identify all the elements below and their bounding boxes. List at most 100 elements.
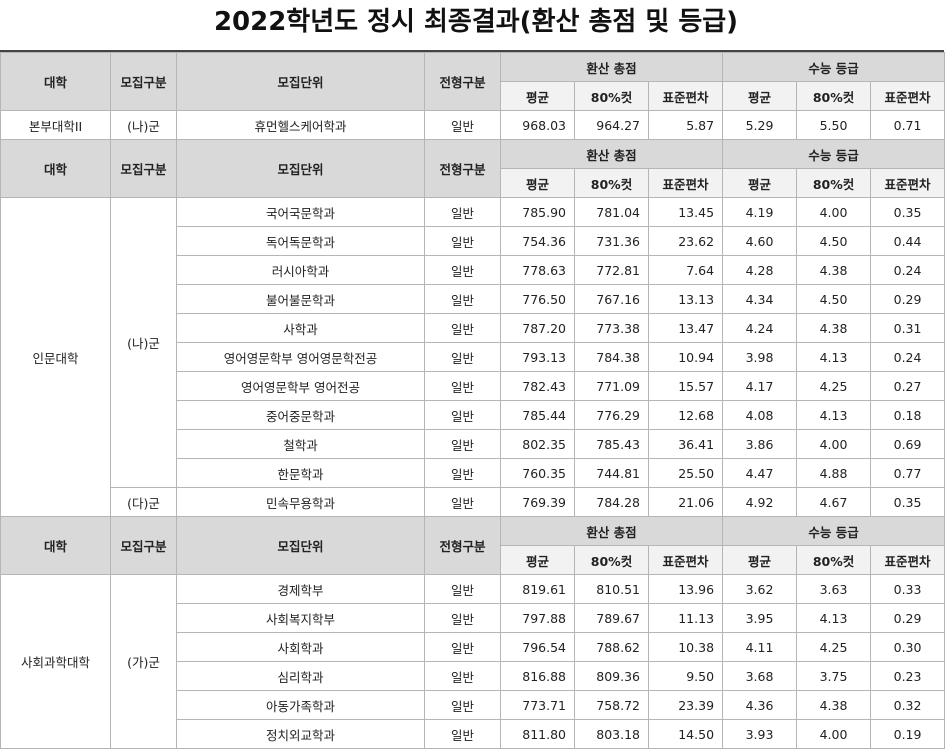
unit-cell: 아동가족학과 xyxy=(176,690,425,720)
score-cut-cell: 776.29 xyxy=(574,400,649,430)
header-row: 대학 모집구분 모집단위 전형구분 환산 총점 수능 등급 xyxy=(0,52,946,111)
score-avg-cell: 760.35 xyxy=(500,458,575,488)
score-cut-cell: 781.04 xyxy=(574,197,649,227)
type-cell: 일반 xyxy=(424,226,501,256)
score-std-cell: 13.96 xyxy=(647,574,724,604)
grade-avg-cell: 4.11 xyxy=(722,632,798,662)
header-score-cut80: 80%컷 xyxy=(574,81,649,111)
grade-cut-cell: 4.13 xyxy=(796,603,872,633)
header-grade-std: 표준편차 xyxy=(870,168,946,198)
score-avg-cell: 811.80 xyxy=(500,719,575,749)
header-score-cut80: 80%컷 xyxy=(574,545,649,575)
header-grade-cut80: 80%컷 xyxy=(796,81,872,111)
grade-std-cell: 0.30 xyxy=(870,632,946,662)
score-std-cell: 10.94 xyxy=(647,342,724,372)
type-cell: 일반 xyxy=(424,371,501,401)
score-std-cell: 12.68 xyxy=(647,400,724,430)
header-grade-avg: 평균 xyxy=(722,81,798,111)
score-cut-cell: 810.51 xyxy=(574,574,649,604)
header-score-total: 환산 총점 xyxy=(499,139,724,169)
score-std-cell: 36.41 xyxy=(647,429,724,459)
grade-std-cell: 0.24 xyxy=(870,342,946,372)
table-row: 불어불문학과 일반 776.50 767.16 13.13 4.34 4.50 0.29 xyxy=(1,284,946,314)
grade-avg-cell: 3.95 xyxy=(722,603,798,633)
unit-cell: 사회복지학부 xyxy=(176,603,425,633)
table-row: 인문대학 (나)군 국어국문학과 일반 785.90 781.04 13.45 4.19 4.0… xyxy=(0,197,946,517)
college-cell: 인문대학 xyxy=(0,197,111,517)
header-grade-avg: 평균 xyxy=(722,545,798,575)
header-score-std: 표준편차 xyxy=(647,168,724,198)
grade-std-cell: 0.24 xyxy=(870,255,946,285)
grade-cut-cell: 4.00 xyxy=(796,719,872,749)
unit-cell: 사회학과 xyxy=(176,632,425,662)
header-college: 대학 xyxy=(0,139,111,198)
score-std-cell: 13.47 xyxy=(647,313,724,343)
table-row: 중어중문학과 일반 785.44 776.29 12.68 4.08 4.13 0.18 xyxy=(1,400,946,430)
grade-std-cell: 0.77 xyxy=(870,458,946,488)
grade-cut-cell: 4.50 xyxy=(796,226,872,256)
type-cell: 일반 xyxy=(424,110,501,140)
score-cut-cell: 803.18 xyxy=(574,719,649,749)
type-cell: 일반 xyxy=(424,429,501,459)
grade-std-cell: 0.44 xyxy=(870,226,946,256)
grade-cut-cell: 4.38 xyxy=(796,313,872,343)
table-row: 철학과 일반 802.35 785.43 36.41 3.86 4.00 0.69 xyxy=(1,429,946,459)
unit-cell: 철학과 xyxy=(176,429,425,459)
score-std-cell: 15.57 xyxy=(647,371,724,401)
score-avg-cell: 773.71 xyxy=(500,690,575,720)
results-table: 대학 모집구분 모집단위 전형구분 환산 총점 수능 등급 평균 80%컷 표준편차 평균 80%컷… xyxy=(0,52,946,749)
header-subrow: 평균 80%컷 표준편차 평균 80%컷 표준편차 xyxy=(1,81,946,111)
grade-cut-cell: 5.50 xyxy=(796,110,872,140)
type-cell: 일반 xyxy=(424,458,501,488)
grade-cut-cell: 4.88 xyxy=(796,458,872,488)
header-score-total: 환산 총점 xyxy=(499,52,724,82)
header-grade-std: 표준편차 xyxy=(870,81,946,111)
grade-avg-cell: 4.47 xyxy=(722,458,798,488)
header-grade-avg: 평균 xyxy=(722,168,798,198)
score-std-cell: 23.62 xyxy=(647,226,724,256)
grade-std-cell: 0.71 xyxy=(870,110,946,140)
header-score-std: 표준편차 xyxy=(647,545,724,575)
type-cell: 일반 xyxy=(424,284,501,314)
grade-avg-cell: 4.19 xyxy=(722,197,798,227)
score-cut-cell: 784.28 xyxy=(574,487,649,517)
table-row: 영어영문학부 영어전공 일반 782.43 771.09 15.57 4.17 4.25 0.… xyxy=(1,371,946,401)
grade-avg-cell: 3.93 xyxy=(722,719,798,749)
score-avg-cell: 754.36 xyxy=(500,226,575,256)
score-avg-cell: 802.35 xyxy=(500,429,575,459)
unit-cell: 휴먼헬스케어학과 xyxy=(176,110,425,140)
score-cut-cell: 767.16 xyxy=(574,284,649,314)
score-cut-cell: 772.81 xyxy=(574,255,649,285)
college-cell: 본부대학II xyxy=(0,110,111,140)
grade-avg-cell: 4.60 xyxy=(722,226,798,256)
grade-avg-cell: 3.62 xyxy=(722,574,798,604)
unit-cell: 영어영문학부 영어영문학전공 xyxy=(176,342,425,372)
score-avg-cell: 816.88 xyxy=(500,661,575,691)
header-score-std: 표준편차 xyxy=(647,81,724,111)
header-college: 대학 xyxy=(0,516,111,575)
grade-std-cell: 0.29 xyxy=(870,284,946,314)
header-grade-cut80: 80%컷 xyxy=(796,168,872,198)
grade-std-cell: 0.19 xyxy=(870,719,946,749)
grade-cut-cell: 4.00 xyxy=(796,429,872,459)
score-cut-cell: 789.67 xyxy=(574,603,649,633)
grade-cut-cell: 4.50 xyxy=(796,284,872,314)
table-row: 사회복지학부 일반 797.88 789.67 11.13 3.95 4.13 0.29 xyxy=(1,603,946,633)
grade-std-cell: 0.18 xyxy=(870,400,946,430)
table-row: 본부대학II (나)군 휴먼헬스케어학과 일반 968.03 964.27 5.87 5.29… xyxy=(0,110,946,140)
score-avg-cell: 776.50 xyxy=(500,284,575,314)
score-cut-cell: 744.81 xyxy=(574,458,649,488)
grade-std-cell: 0.35 xyxy=(870,487,946,517)
unit-cell: 사학과 xyxy=(176,313,425,343)
header-row: 대학 모집구분 모집단위 전형구분 환산 총점 수능 등급 xyxy=(0,139,946,198)
table-row: 정치외교학과 일반 811.80 803.18 14.50 3.93 4.00 0.19 xyxy=(1,719,946,749)
table-row: 사회과학대학 (가)군 경제학부 일반 819.61 810.51 13.96 3.62 3.6… xyxy=(0,574,946,749)
score-cut-cell: 771.09 xyxy=(574,371,649,401)
score-avg-cell: 819.61 xyxy=(500,574,575,604)
score-avg-cell: 796.54 xyxy=(500,632,575,662)
header-csat-grade: 수능 등급 xyxy=(722,516,946,546)
score-std-cell: 7.64 xyxy=(647,255,724,285)
header-unit: 모집단위 xyxy=(176,516,425,575)
grade-avg-cell: 4.24 xyxy=(722,313,798,343)
unit-cell: 영어영문학부 영어전공 xyxy=(176,371,425,401)
